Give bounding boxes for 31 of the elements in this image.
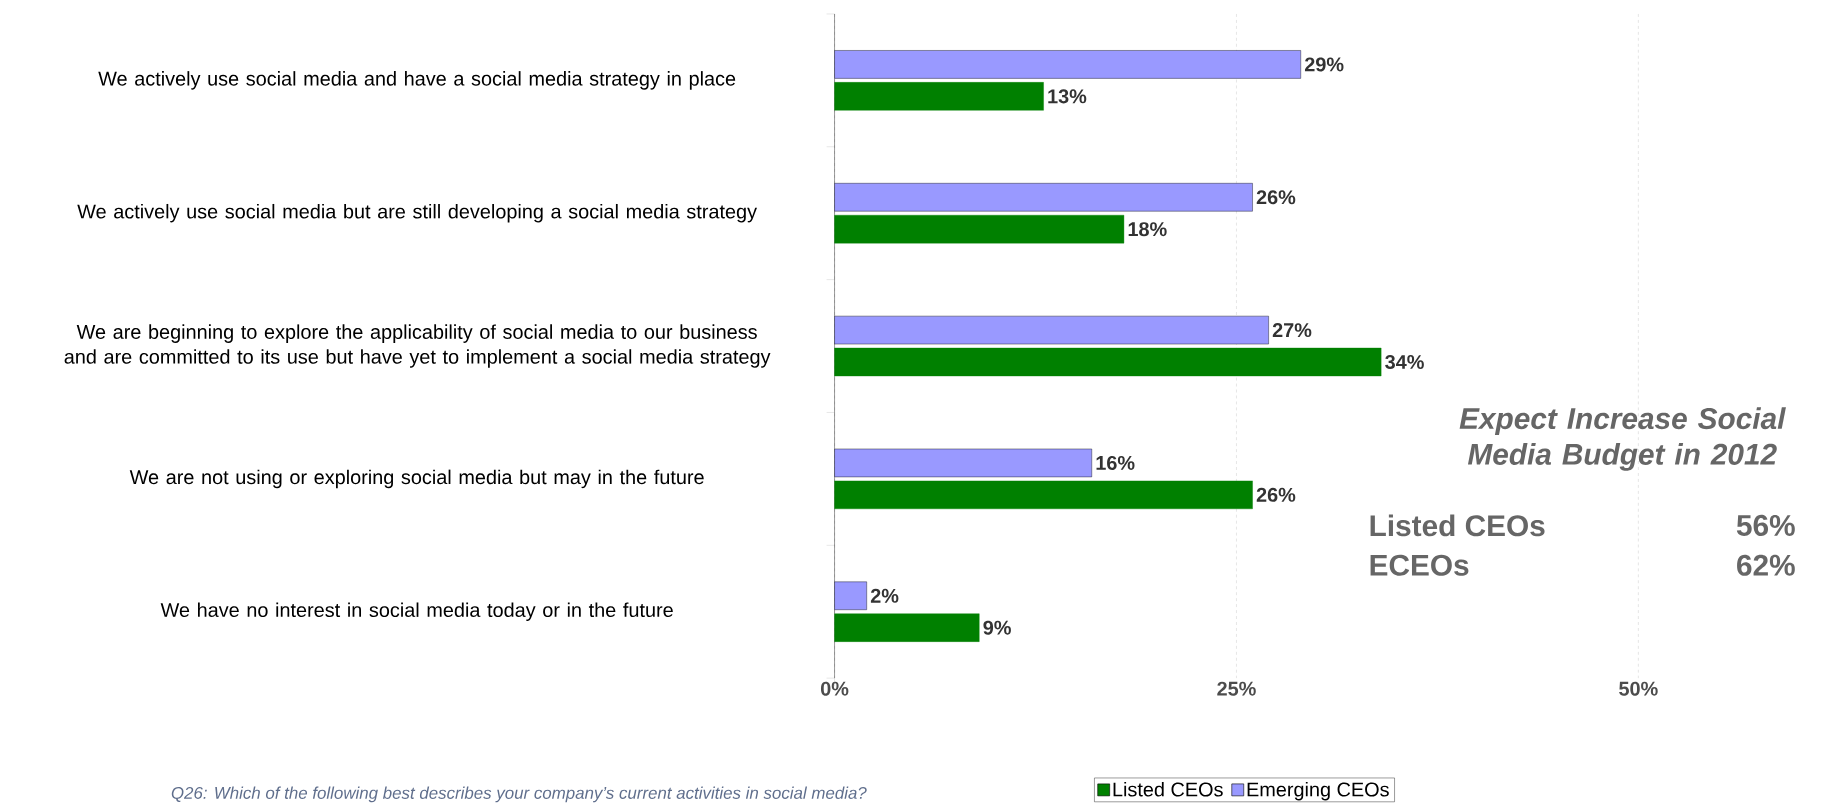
y-tick-label: We actively use social media and have a social media strategy in place bbox=[98, 71, 736, 90]
data-label: 9% bbox=[983, 620, 1011, 635]
data-label: 13% bbox=[1048, 89, 1087, 104]
text: Q26: Which of the following best describes your company’s current activities in social media? bbox=[171, 786, 867, 803]
data-label: 27% bbox=[1272, 323, 1312, 338]
bar bbox=[834, 613, 980, 643]
text: 62% bbox=[1737, 554, 1795, 577]
bar bbox=[834, 348, 1382, 377]
legend-label: Listed CEOs bbox=[1113, 782, 1223, 797]
data-label: 26% bbox=[1256, 488, 1296, 503]
annotation: Expect Increase Social Media Budget in 2012 bbox=[1459, 407, 1786, 472]
x-tick-label: 0% bbox=[820, 681, 849, 696]
annotation: ECEOs bbox=[1370, 554, 1469, 577]
y-tick-label: We are not using or exploring social media but may in the future bbox=[129, 469, 704, 489]
data-label: 16% bbox=[1096, 456, 1135, 471]
text: 56% bbox=[1736, 515, 1795, 537]
data-label: 34% bbox=[1385, 355, 1424, 370]
data-label: 2% bbox=[870, 588, 899, 603]
x-tick-label: 25% bbox=[1217, 681, 1256, 696]
bar bbox=[834, 215, 1125, 244]
x-tick-label: 50% bbox=[1619, 681, 1658, 696]
y-tick-label: We have no interest in social media today or in the future bbox=[160, 602, 673, 622]
data-label: 18% bbox=[1128, 222, 1167, 237]
data-label: 26% bbox=[1256, 190, 1296, 205]
legend-label: Emerging CEOs bbox=[1247, 782, 1389, 801]
bar bbox=[834, 480, 1253, 510]
annotation: Listed CEOs bbox=[1370, 514, 1545, 537]
y-tick-label: We actively use social media but are still developing a social media strategy bbox=[77, 204, 757, 223]
y-tick-label: We are beginning to explore the applicability of social media to our business and are committed to its use but have yet to implement a social media strategy bbox=[64, 324, 771, 368]
bar bbox=[834, 82, 1044, 111]
data-label: 29% bbox=[1304, 57, 1344, 72]
